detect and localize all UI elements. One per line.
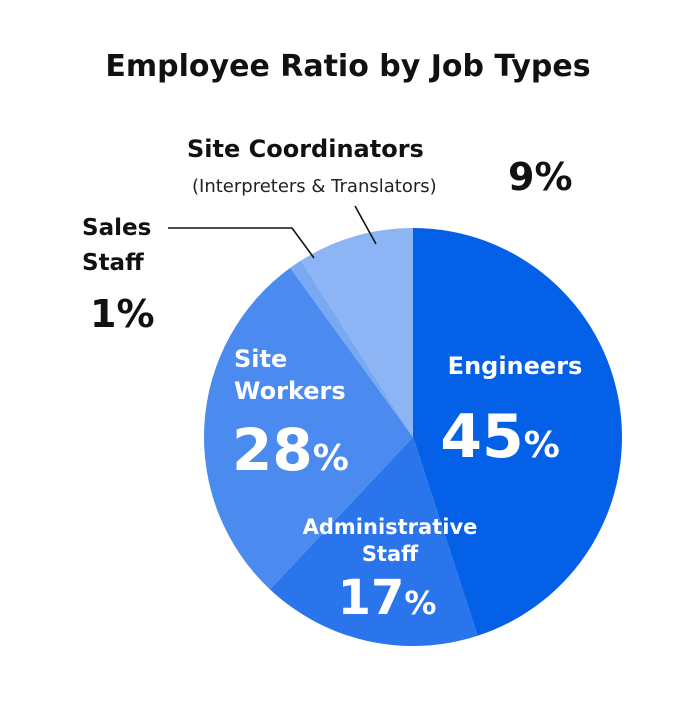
site-workers-percent: 28% [232,416,349,484]
admin-label-line2: Staff [362,542,419,566]
chart-title: Employee Ratio by Job Types [105,49,590,84]
coordinators-sublabel: (Interpreters & Translators) [192,176,437,197]
pie-slice-administrative-staff [269,437,478,646]
coordinators-leader-line [354,205,377,245]
sales-leader-line [168,227,315,259]
pie-slice-site-workers [204,267,413,590]
coordinators-percent: 9% [508,155,573,199]
sales-label-line1: Sales [82,215,151,241]
pie-slice-site-coordinators [301,228,413,437]
pie-slice-sales-staff [290,260,413,437]
admin-percent: 17% [338,570,437,626]
coordinators-label: Site Coordinators [187,135,424,163]
pie-slices [204,228,622,646]
pie-slice-engineers [413,228,622,636]
admin-label-line1: Administrative [303,515,478,539]
site-workers-label-line1: Site [234,345,287,373]
engineers-percent: 45% [440,402,560,472]
sales-label-line2: Staff [82,250,144,276]
engineers-label: Engineers [448,352,583,380]
sales-percent: 1% [90,292,155,336]
site-workers-label-line2: Workers [234,377,346,405]
